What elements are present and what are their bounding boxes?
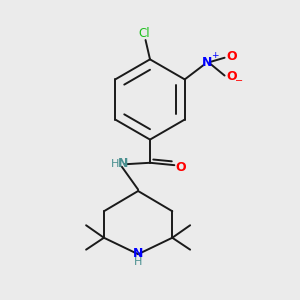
Text: O: O: [175, 161, 186, 174]
Text: H: H: [134, 257, 142, 267]
Text: N: N: [118, 158, 128, 170]
Text: Cl: Cl: [138, 27, 150, 40]
Text: H: H: [111, 159, 119, 169]
Text: O: O: [226, 70, 237, 83]
Text: N: N: [133, 248, 143, 260]
Text: −: −: [235, 76, 243, 86]
Text: O: O: [226, 50, 237, 63]
Text: N: N: [202, 56, 212, 69]
Text: +: +: [211, 51, 218, 60]
